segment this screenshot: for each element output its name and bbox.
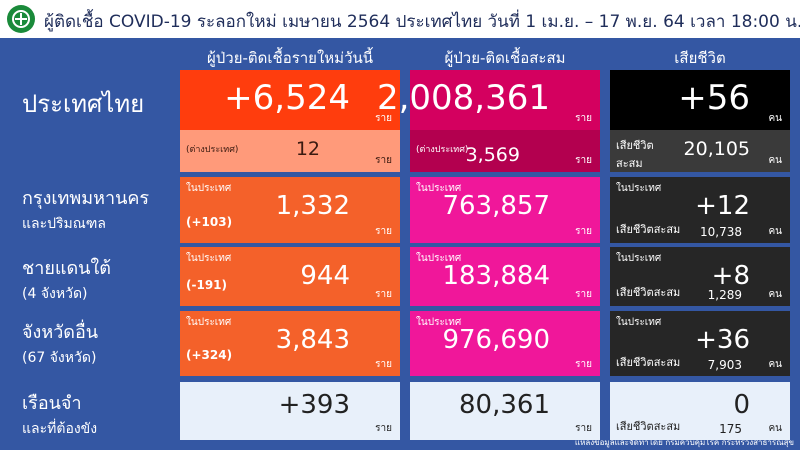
unit: ราย — [375, 113, 392, 124]
cell: +393 ราย — [180, 382, 400, 440]
value: +393 — [278, 390, 350, 420]
change: (+103) — [186, 215, 233, 229]
value: +6,524 — [224, 78, 350, 118]
tag: ในประเทศ — [416, 253, 462, 264]
header-bar: ผู้ติดเชื้อ COVID-19 ระลอกใหม่ เมษายน 25… — [0, 0, 800, 38]
unit: ราย — [575, 113, 592, 124]
cum-label: เสียชีวิตสะสม — [616, 286, 681, 299]
column-header: เสียชีวิต — [674, 49, 726, 67]
tag: ในประเทศ — [416, 183, 462, 194]
cum-label: เสียชีวิตสะสม — [616, 420, 681, 433]
tag: ในประเทศ — [616, 317, 662, 328]
unit: คน — [768, 423, 782, 434]
tag: ในประเทศ — [416, 317, 462, 328]
unit: คน — [768, 113, 782, 124]
value: +36 — [695, 325, 750, 355]
tag: ในประเทศ — [616, 253, 662, 264]
row-label: (4 จังหวัด) — [22, 286, 88, 302]
unit: ราย — [375, 289, 392, 300]
sub-unit: ราย — [375, 155, 392, 166]
row-label: ชายแดนใต้ — [22, 258, 111, 279]
value: 3,843 — [275, 325, 350, 355]
row-label: (67 จังหวัด) — [22, 350, 97, 366]
unit: คน — [768, 359, 782, 370]
cum-value: 175 — [719, 422, 742, 436]
value: 763,857 — [442, 191, 550, 221]
value: +56 — [678, 78, 750, 118]
sub-cell: (ต่างประเทศ) 3,569 ราย — [410, 130, 600, 172]
cell: 183,884 ราย ในประเทศ — [410, 247, 600, 306]
cell: +56 คน — [610, 70, 790, 130]
value: +8 — [711, 261, 750, 291]
sub-value: 12 — [295, 138, 320, 160]
cell: +36 ในประเทศเสียชีวิตสะสม 7,903 คน — [610, 311, 790, 376]
row-label: และปริมณฑล — [22, 216, 106, 232]
sub-label: (ต่างประเทศ) — [186, 145, 239, 155]
row-label: ประเทศไทย — [22, 90, 145, 118]
cell: 944 ราย ในประเทศ (-191) — [180, 247, 400, 306]
cum-value: 1,289 — [707, 288, 742, 302]
tag: ในประเทศ — [186, 183, 232, 194]
unit: ราย — [575, 359, 592, 370]
row-label: กรุงเทพมหานคร — [22, 188, 150, 209]
cell: 2,008,361 ราย — [377, 70, 600, 130]
row-label: จังหวัดอื่น — [22, 322, 99, 343]
title: ผู้ติดเชื้อ COVID-19 ระลอกใหม่ เมษายน 25… — [44, 12, 800, 32]
value: 976,690 — [442, 325, 550, 355]
value: 1,332 — [275, 191, 350, 221]
cell: 0 เสียชีวิตสะสม 175 คน — [610, 382, 790, 440]
cum-label: เสียชีวิตสะสม — [616, 223, 681, 236]
change: (-191) — [186, 278, 227, 292]
unit: คน — [768, 289, 782, 300]
sub-value: 20,105 — [683, 138, 750, 160]
column-header: ผู้ป่วย-ติดเชื้อรายใหม่วันนี้ — [206, 49, 374, 67]
cell: +12 ในประเทศเสียชีวิตสะสม 10,738 คน — [610, 177, 790, 243]
value: 944 — [300, 261, 350, 291]
value: 80,361 — [459, 390, 550, 420]
value: 0 — [733, 390, 750, 420]
sub-cell: เสียชีวิต สะสม 20,105 คน — [610, 130, 790, 172]
cell: 976,690 ราย ในประเทศ — [410, 311, 600, 376]
sub-cell: (ต่างประเทศ) 12 ราย — [180, 130, 400, 172]
tag: ในประเทศ — [616, 183, 662, 194]
sub-unit: ราย — [575, 155, 592, 166]
unit: คน — [768, 226, 782, 237]
change: (+324) — [186, 348, 233, 362]
cell: +6,524 ราย — [180, 70, 400, 130]
logo — [7, 5, 35, 33]
unit: ราย — [375, 226, 392, 237]
tag: ในประเทศ — [186, 317, 232, 328]
unit: ราย — [575, 226, 592, 237]
value: +12 — [695, 191, 750, 221]
cell: 80,361 ราย — [410, 382, 600, 440]
sub-value: 3,569 — [465, 144, 520, 166]
cell: 763,857 ราย ในประเทศ — [410, 177, 600, 243]
cum-label: เสียชีวิตสะสม — [616, 356, 681, 369]
unit: ราย — [575, 289, 592, 300]
tag: ในประเทศ — [186, 253, 232, 264]
cell: 3,843 ราย ในประเทศ (+324) — [180, 311, 400, 376]
unit: ราย — [375, 423, 392, 434]
value: 183,884 — [442, 261, 550, 291]
cell: +8 ในประเทศเสียชีวิตสะสม 1,289 คน — [610, 247, 790, 306]
source: แหล่งข้อมูลและจัดทำโดย กรมควบคุมโรค กระท… — [574, 438, 794, 447]
sub-label: เสียชีวิต สะสม — [616, 139, 654, 170]
sub-unit: คน — [768, 155, 782, 166]
unit: ราย — [575, 423, 592, 434]
cell: 1,332 ราย ในประเทศ (+103) — [180, 177, 400, 243]
unit: ราย — [375, 359, 392, 370]
row-label: และที่ต้องขัง — [22, 421, 98, 437]
column-header: ผู้ป่วย-ติดเชื้อสะสม — [444, 49, 566, 67]
sub-label: (ต่างประเทศ) — [416, 145, 469, 155]
cum-value: 7,903 — [707, 358, 742, 372]
value: 2,008,361 — [376, 78, 550, 118]
row-label: เรือนจำ — [22, 393, 82, 414]
cum-value: 10,738 — [700, 225, 742, 239]
